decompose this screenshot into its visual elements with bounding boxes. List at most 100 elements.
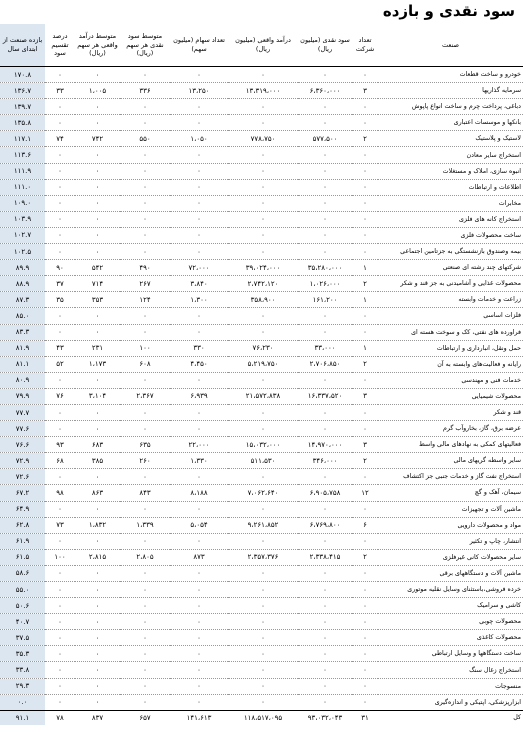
- cell: ۷۷۸،۷۵۰: [228, 130, 298, 148]
- cell: ۰: [228, 613, 298, 631]
- cell: ۵۴۲: [75, 259, 120, 277]
- column-header: متوسط درآمد واقعی هر سهم (ریال): [75, 24, 120, 67]
- cell: ۵،۲۱۹،۷۵۰: [228, 356, 298, 373]
- industry-name: استخراج سایر معادن: [378, 146, 523, 164]
- column-header: تعداد سهام (میلیون سهم): [170, 24, 228, 67]
- cell: ۰: [298, 694, 352, 711]
- cell: ۶۸: [45, 452, 75, 470]
- cell: ۵۸.۶: [0, 565, 45, 583]
- cell: ۳۳۰: [170, 340, 228, 357]
- column-header: سود نقدی (میلیون ریال): [298, 24, 352, 67]
- cell: ۰: [298, 195, 352, 212]
- cell: ۰: [228, 661, 298, 679]
- cell: ۰: [298, 227, 352, 245]
- industry-name: مخابرات: [378, 195, 523, 212]
- table-row: بیمه وصندوق بازنشستگی به جزتامین اجتماعی…: [0, 243, 523, 261]
- cell: ۰: [228, 307, 298, 325]
- cell: ۴۹۰: [120, 259, 170, 277]
- total-cell: ۹۱.۱: [0, 709, 45, 725]
- cell: ۱۳۹.۷: [0, 98, 45, 116]
- cell: ۰: [298, 179, 352, 196]
- cell: ۰: [75, 468, 120, 486]
- table-row: خرده فروشی،باستثنای وسایل نقلیه موتوری ۰ ۰…: [0, 581, 523, 599]
- cell: ۰: [228, 694, 298, 711]
- industry-name: استخراج کانه های فلزی: [378, 211, 523, 228]
- cell: ۰: [75, 501, 120, 518]
- cell: ۳۳۶: [120, 82, 170, 100]
- cell: ۱،۰۵۰: [170, 130, 228, 148]
- cell: ۰: [45, 420, 75, 438]
- cell: ۰: [120, 597, 170, 615]
- cell: ۰: [75, 243, 120, 261]
- cell: ۰: [45, 243, 75, 261]
- cell: ۰: [352, 146, 378, 164]
- table-row: محصولات چوبی ۰ ۰ ۰ ۰ ۰ ۰ ۰ ۴۰.۷: [0, 613, 523, 631]
- cell: ۰: [120, 243, 170, 261]
- cell: ۰: [75, 420, 120, 438]
- table-row: اطلاعات و ارتباطات ۰ ۰ ۰ ۰ ۰ ۰ ۰ ۱۱۱.۰: [0, 179, 523, 196]
- cell: ۹۰: [45, 259, 75, 277]
- cell: ۰: [352, 501, 378, 518]
- cell: ۰: [75, 227, 120, 245]
- cell: ۰: [75, 581, 120, 599]
- cell: ۶: [352, 517, 378, 534]
- cell: ۰: [120, 227, 170, 245]
- total-cell: ۱۱۸،۵۱۷،۰۹۵: [228, 709, 298, 725]
- table-row: کاشی و سرامیک ۰ ۰ ۰ ۰ ۰ ۰ ۰ ۵۰.۶: [0, 597, 523, 615]
- cell: ۷۲،۰۰۰: [170, 259, 228, 277]
- table-row: ماشین آلات و تجهیزات ۰ ۰ ۰ ۰ ۰ ۰ ۰ ۶۴.۹: [0, 501, 523, 518]
- cell: ۷۴۲: [75, 130, 120, 148]
- industry-name: خرده فروشی،باستثنای وسایل نقلیه موتوری: [378, 581, 523, 599]
- cell: ۰: [120, 533, 170, 550]
- cell: ۰: [228, 404, 298, 422]
- industry-name: محصولات چوبی: [378, 613, 523, 631]
- cell: ۰: [298, 404, 352, 422]
- cell: ۲: [352, 130, 378, 148]
- column-header: صنعت: [378, 24, 523, 67]
- cell: ۸۶۳: [75, 484, 120, 502]
- cell: ۰: [298, 678, 352, 695]
- cell: ۰: [228, 324, 298, 341]
- cell: ۰: [228, 114, 298, 132]
- total-cell: ۹۳،۰۳۲،۰۴۳: [298, 709, 352, 725]
- cell: ۸۸.۹: [0, 275, 45, 293]
- industry-name: فراورده های نفتی، کک و سوخت هسته ای: [378, 324, 523, 341]
- cell: ۱۱۱.۰: [0, 179, 45, 196]
- cell: ۱۶،۳۳۷،۵۲۰: [298, 388, 352, 405]
- cell: ۰: [120, 211, 170, 228]
- cell: ۰: [228, 678, 298, 695]
- cell: ۰: [170, 163, 228, 180]
- table-row: منسوجات ۰ ۰ ۰ ۰ ۰ ۰ ۰ ۲۹.۳: [0, 678, 523, 695]
- cell: ۰: [75, 179, 120, 196]
- cell: ۰: [352, 243, 378, 261]
- industry-name: سیمان، آهک و گچ: [378, 484, 523, 502]
- cell: ۹۳: [45, 436, 75, 454]
- industry-name: رایانه و فعالیت‌های وابسته به آن: [378, 356, 523, 373]
- cell: ۰: [352, 211, 378, 228]
- cell: ۰: [352, 163, 378, 180]
- cell: ۶۸۳: [75, 436, 120, 454]
- cell: ۰: [170, 307, 228, 325]
- cell: ۶۱.۹: [0, 533, 45, 550]
- cell: ۲: [352, 549, 378, 566]
- cell: ۰: [75, 678, 120, 695]
- cell: ۰: [298, 533, 352, 550]
- cell: ۰: [170, 227, 228, 245]
- cell: ۳۵: [45, 291, 75, 309]
- cell: ۰: [120, 404, 170, 422]
- industry-name: عرضه برق، گاز، بخاروآب گرم: [378, 420, 523, 438]
- cell: ۰: [352, 372, 378, 389]
- table-row: فلزات اساسی ۰ ۰ ۰ ۰ ۰ ۰ ۰ ۸۵.۰: [0, 307, 523, 325]
- total-cell: کل: [378, 709, 523, 725]
- cell: ۰: [120, 694, 170, 711]
- dividend-table: صنعت تعداد شرکت سود نقدی (میلیون ریال) درآم…: [0, 24, 523, 725]
- cell: ۱۲۴: [120, 291, 170, 309]
- table-row: استخراج کانه های فلزی ۰ ۰ ۰ ۰ ۰ ۰ ۰ ۱۰۳.۹: [0, 211, 523, 228]
- cell: ۰: [120, 195, 170, 212]
- table-row: زراعت و خدمات وابسته ۱ ۱۶۱،۲۰۰ ۳۵۸،۹۰۰ ۱،۳۰۰…: [0, 291, 523, 309]
- cell: ۱: [352, 291, 378, 309]
- cell: ۴۳: [45, 340, 75, 357]
- cell: ۰: [170, 565, 228, 583]
- cell: ۰: [228, 243, 298, 261]
